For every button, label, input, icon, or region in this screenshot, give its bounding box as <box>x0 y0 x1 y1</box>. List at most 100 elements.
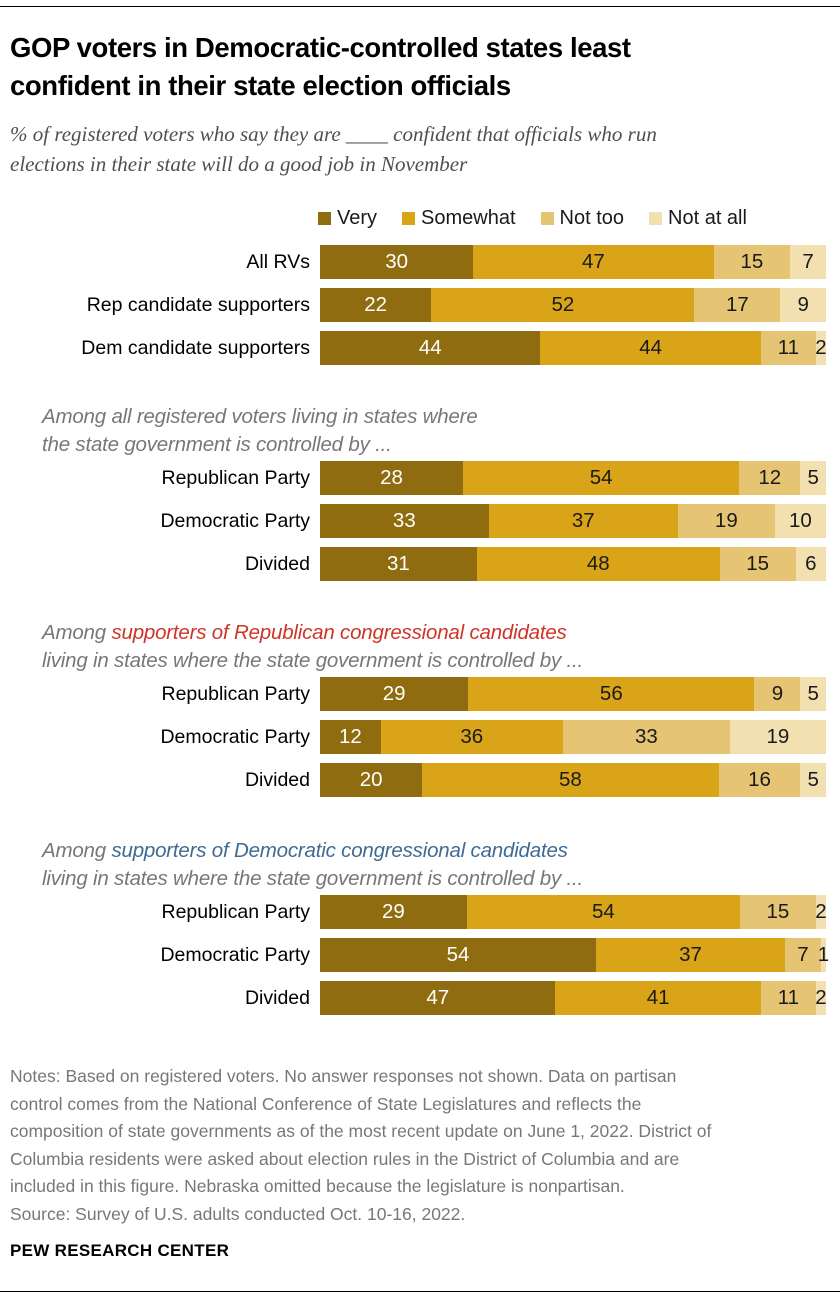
bar-segment-not-at-all: 5 <box>800 677 826 711</box>
bar-row: Divided 20 58 16 5 <box>10 763 826 797</box>
bar-row: Rep candidate supporters 22 52 17 9 <box>10 288 826 322</box>
bar-segment-not-too: 17 <box>694 288 781 322</box>
bar-segment-not-too: 11 <box>760 331 816 365</box>
value-label: 33 <box>634 725 658 748</box>
value-label: 19 <box>766 725 790 748</box>
value-label: 11 <box>777 336 800 359</box>
row-label: Divided <box>244 768 310 791</box>
bar-segment-very: 31 <box>320 547 477 581</box>
bar-segment-somewhat: 56 <box>468 677 755 711</box>
value-label: 5 <box>807 768 819 791</box>
group-header: Among all registered voters living in st… <box>42 403 826 459</box>
not-at-all-swatch-icon <box>649 211 663 225</box>
value-label: 15 <box>766 900 790 923</box>
row-label: Republican Party <box>161 900 311 923</box>
value-label: 56 <box>599 682 623 705</box>
bar-row: All RVs 30 47 15 7 <box>10 245 826 279</box>
value-label: 20 <box>359 768 383 791</box>
value-label: 10 <box>789 509 812 532</box>
bar-row: Divided 47 41 11 2 <box>10 981 827 1015</box>
bar-segment-not-too: 19 <box>677 504 775 538</box>
bar-row: Democratic Party 33 37 19 10 <box>10 504 826 538</box>
value-label: 44 <box>418 336 442 359</box>
bar-segment-somewhat: 37 <box>596 938 786 972</box>
stacked-bar: 31 48 15 6 <box>320 547 826 581</box>
bar-segment-very: 44 <box>320 331 541 365</box>
row-label: Republican Party <box>161 682 311 705</box>
stacked-bar: 44 44 11 2 <box>320 331 827 365</box>
legend-label: Not too <box>559 206 625 229</box>
stacked-bar: 12 36 33 19 <box>320 720 826 754</box>
value-label: 2 <box>815 336 827 359</box>
value-label: 12 <box>758 466 782 489</box>
row-label: Dem candidate supporters <box>81 336 310 359</box>
bar-segment-not-too: 12 <box>739 461 801 495</box>
bar-segment-not-too: 9 <box>754 677 801 711</box>
bar-segment-somewhat: 37 <box>488 504 678 538</box>
row-label: Divided <box>244 986 310 1009</box>
bar-row: Divided 31 48 15 6 <box>10 547 826 581</box>
value-label: 12 <box>338 725 362 748</box>
value-label: 5 <box>807 682 819 705</box>
value-label: 29 <box>382 682 406 705</box>
legend-item-not-too: Not too <box>540 206 625 230</box>
bar-row: Republican Party 29 54 15 2 <box>10 895 827 929</box>
value-label: 52 <box>551 293 575 316</box>
stacked-bar-chart: All RVs 30 47 15 7 Rep candidate supporters 22… <box>10 245 829 1015</box>
bar-segment-not-at-all: 9 <box>780 288 826 322</box>
stacked-bar: 29 54 15 2 <box>320 895 827 929</box>
bar-segment-not-at-all: 1 <box>818 938 829 972</box>
value-label: 37 <box>679 943 702 966</box>
legend-label: Very <box>337 206 378 229</box>
stacked-bar: 47 41 11 2 <box>320 981 827 1015</box>
group-header-segment-gray: living in states where the state governm… <box>42 649 583 672</box>
stacked-bar: 30 47 15 7 <box>320 245 826 279</box>
value-label: 37 <box>571 509 595 532</box>
bar-segment-somewhat: 44 <box>540 331 761 365</box>
bar-segment-not-at-all: 2 <box>815 895 827 929</box>
bar-segment-not-at-all: 10 <box>774 504 826 538</box>
notes-text: Notes: Based on registered voters. No an… <box>10 1066 712 1196</box>
bar-segment-very: 29 <box>320 677 469 711</box>
value-label: 7 <box>797 943 809 966</box>
legend-item-very: Very <box>318 207 377 230</box>
bar-row: Dem candidate supporters 44 44 11 2 <box>10 331 827 365</box>
bar-row: Republican Party 28 54 12 5 <box>10 461 826 495</box>
row-label: Republican Party <box>161 466 311 489</box>
group-header-segment-gray: Among <box>42 839 112 862</box>
bar-segment-somewhat: 58 <box>422 763 719 797</box>
chart-group-4: Among supporters of Democratic congressi… <box>10 837 829 1015</box>
stacked-bar: 22 52 17 9 <box>320 288 826 322</box>
value-label: 58 <box>559 768 582 791</box>
group-header-segment-gray: Among all registered voters living in st… <box>42 405 478 456</box>
bar-segment-very: 30 <box>320 245 474 279</box>
bar-segment-somewhat: 41 <box>555 981 761 1015</box>
value-label: 2 <box>815 986 827 1009</box>
stacked-bar: 54 37 7 1 <box>320 938 829 972</box>
value-label: 5 <box>807 466 819 489</box>
value-label: 54 <box>589 466 613 489</box>
bar-segment-not-too: 16 <box>718 763 801 797</box>
chart-group-3: Among supporters of Republican congressi… <box>10 619 826 797</box>
bar-segment-very: 54 <box>320 938 596 972</box>
bar-segment-very: 29 <box>320 895 467 929</box>
bar-row: Democratic Party 54 37 7 1 <box>10 938 829 972</box>
value-label: 28 <box>380 466 403 489</box>
bar-segment-somewhat: 36 <box>380 720 563 754</box>
value-label: 36 <box>460 725 484 748</box>
stacked-bar: 33 37 19 10 <box>320 504 826 538</box>
legend-item-not-at-all: Not at all <box>649 207 747 230</box>
bar-row: Republican Party 29 56 9 5 <box>10 677 826 711</box>
stacked-bar: 29 56 9 5 <box>320 677 826 711</box>
value-label: 47 <box>582 250 605 273</box>
bar-segment-not-too: 7 <box>785 938 821 972</box>
row-label: Divided <box>244 552 310 575</box>
group-header: Among supporters of Democratic congressi… <box>42 837 826 893</box>
group-header: Among supporters of Republican congressi… <box>42 619 826 675</box>
value-label: 22 <box>364 293 388 316</box>
bar-segment-not-too: 15 <box>719 547 796 581</box>
bar-segment-not-at-all: 6 <box>795 547 826 581</box>
chart-subtitle: % of registered voters who say they are … <box>10 122 657 176</box>
value-label: 54 <box>591 900 615 923</box>
value-label: 2 <box>815 900 827 923</box>
